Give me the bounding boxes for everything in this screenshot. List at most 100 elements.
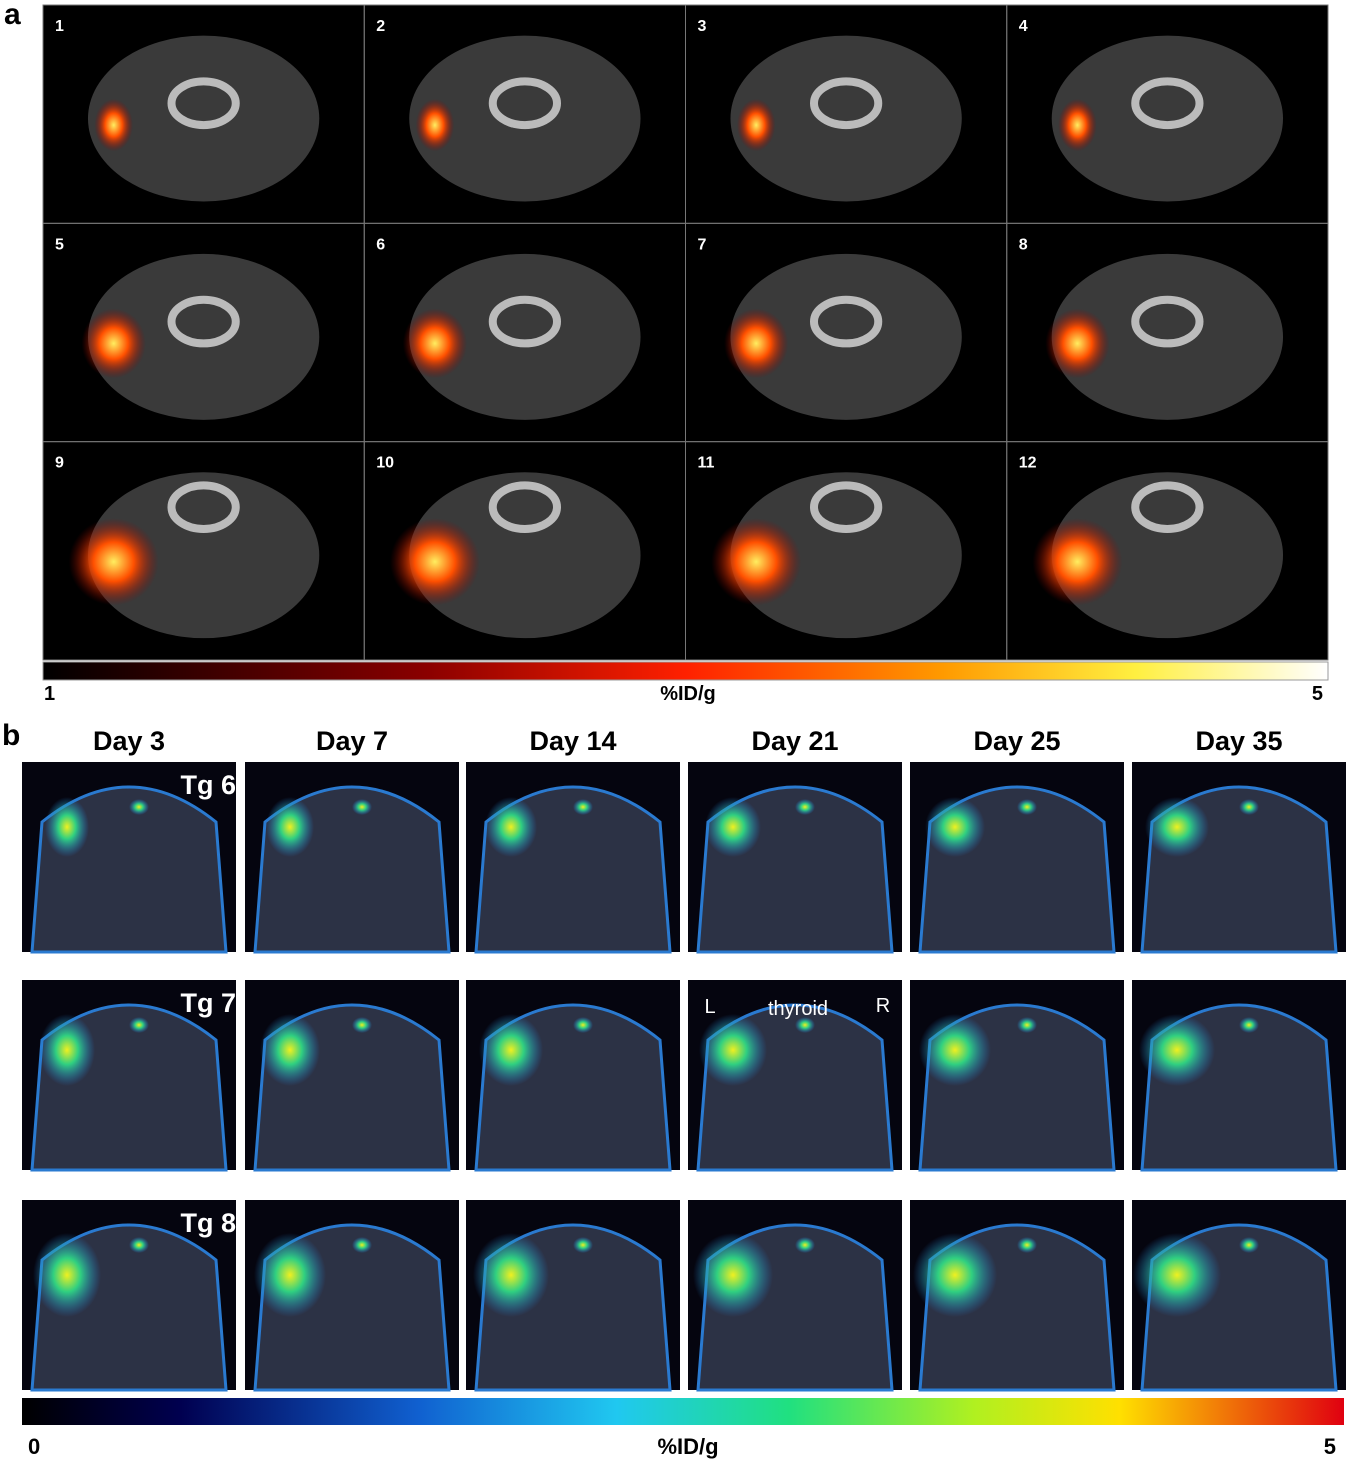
uptake <box>415 98 455 152</box>
spine <box>488 481 561 533</box>
spine <box>1131 295 1204 348</box>
tumor-uptake <box>45 797 89 857</box>
slice-number: 9 <box>55 455 64 472</box>
spine <box>167 481 240 533</box>
colorbar-a <box>42 661 1329 681</box>
spine <box>488 77 561 130</box>
thyroid-uptake <box>1017 799 1037 815</box>
spine <box>810 77 883 130</box>
spine <box>1131 77 1204 130</box>
tumor-uptake <box>1145 797 1209 857</box>
slice-number: 12 <box>1019 455 1037 472</box>
body-section <box>1051 35 1284 202</box>
slice-number: 1 <box>55 18 64 35</box>
annotation: thyroid <box>768 998 828 1020</box>
thyroid-uptake <box>129 799 149 815</box>
spine <box>810 481 883 533</box>
row-label: Tg 7 <box>180 988 236 1018</box>
body-section <box>730 472 962 639</box>
uptake <box>94 98 133 152</box>
thyroid-uptake <box>1239 1237 1259 1253</box>
colorbar-max: 5 <box>1324 1434 1336 1459</box>
tumor-uptake <box>485 797 537 857</box>
body-section <box>87 472 320 639</box>
tumor-uptake <box>266 797 314 857</box>
thyroid-uptake <box>129 1237 149 1253</box>
day-label: Day 25 <box>973 726 1060 756</box>
day-label: Day 7 <box>316 726 388 756</box>
uptake <box>711 518 802 606</box>
body-section <box>87 253 320 420</box>
body-section <box>87 35 320 202</box>
slice-number: 6 <box>376 236 385 253</box>
thyroid-uptake <box>352 1237 372 1253</box>
tumor-uptake <box>1133 1233 1221 1317</box>
colorbar-unit: %ID/g <box>657 1434 718 1459</box>
spine <box>810 295 883 348</box>
colorbar-min: 0 <box>28 1434 40 1459</box>
slice-number: 3 <box>698 18 707 35</box>
tumor-uptake <box>260 1014 320 1086</box>
slice-frame <box>1006 441 1329 661</box>
tumor-uptake <box>254 1233 326 1317</box>
uptake <box>402 308 468 379</box>
annotation: L <box>704 996 715 1018</box>
tumor-uptake <box>479 1014 543 1086</box>
colorbar-min: 1 <box>44 683 55 705</box>
slice-number: 8 <box>1019 236 1028 253</box>
panel-label: b <box>2 719 20 752</box>
colorbar-max: 5 <box>1312 683 1323 705</box>
tumor-uptake <box>39 1014 95 1086</box>
uptake <box>1045 308 1110 379</box>
tumor-uptake <box>919 1014 991 1086</box>
uptake <box>81 308 146 379</box>
slice-number: 7 <box>698 236 707 253</box>
tumor-uptake <box>913 1233 997 1317</box>
uptake <box>1032 518 1123 606</box>
thyroid-uptake <box>1239 799 1259 815</box>
thyroid-uptake <box>352 1017 372 1033</box>
body-section <box>409 253 641 420</box>
tumor-uptake <box>473 1233 549 1317</box>
uptake <box>736 98 776 152</box>
thyroid-uptake <box>352 799 372 815</box>
colorbar-unit: %ID/g <box>660 683 716 705</box>
slice-number: 5 <box>55 236 64 253</box>
thyroid-uptake <box>573 1237 593 1253</box>
thyroid-uptake <box>1017 1017 1037 1033</box>
thyroid-uptake <box>1017 1237 1037 1253</box>
thyroid-uptake <box>129 1017 149 1033</box>
tumor-uptake <box>705 797 761 857</box>
uptake <box>68 518 159 606</box>
panel-label: a <box>4 0 21 31</box>
slice-number: 11 <box>698 455 715 472</box>
annotation: R <box>876 995 890 1017</box>
row-label: Tg 6 <box>180 770 236 800</box>
thyroid-uptake <box>573 1017 593 1033</box>
uptake <box>724 308 789 379</box>
body-section <box>730 35 962 202</box>
body-section <box>409 472 641 639</box>
tumor-uptake <box>693 1233 773 1317</box>
day-label: Day 14 <box>529 726 616 756</box>
row-label: Tg 8 <box>180 1208 236 1238</box>
colorbar-b <box>22 1398 1344 1425</box>
thyroid-uptake <box>795 1017 815 1033</box>
body-section <box>409 35 641 202</box>
day-label: Day 35 <box>1195 726 1282 756</box>
slice-number: 4 <box>1019 18 1028 35</box>
body-section <box>730 253 962 420</box>
tumor-uptake <box>699 1014 767 1086</box>
slice-number: 2 <box>376 18 385 35</box>
tumor-uptake <box>1139 1014 1215 1086</box>
thyroid-uptake <box>795 799 815 815</box>
body-section <box>1051 472 1284 639</box>
uptake <box>1058 98 1097 152</box>
spine <box>167 77 240 130</box>
uptake <box>389 518 480 606</box>
thyroid-uptake <box>1239 1017 1259 1033</box>
tumor-uptake <box>925 797 985 857</box>
spine <box>167 295 240 348</box>
tumor-uptake <box>33 1233 101 1317</box>
